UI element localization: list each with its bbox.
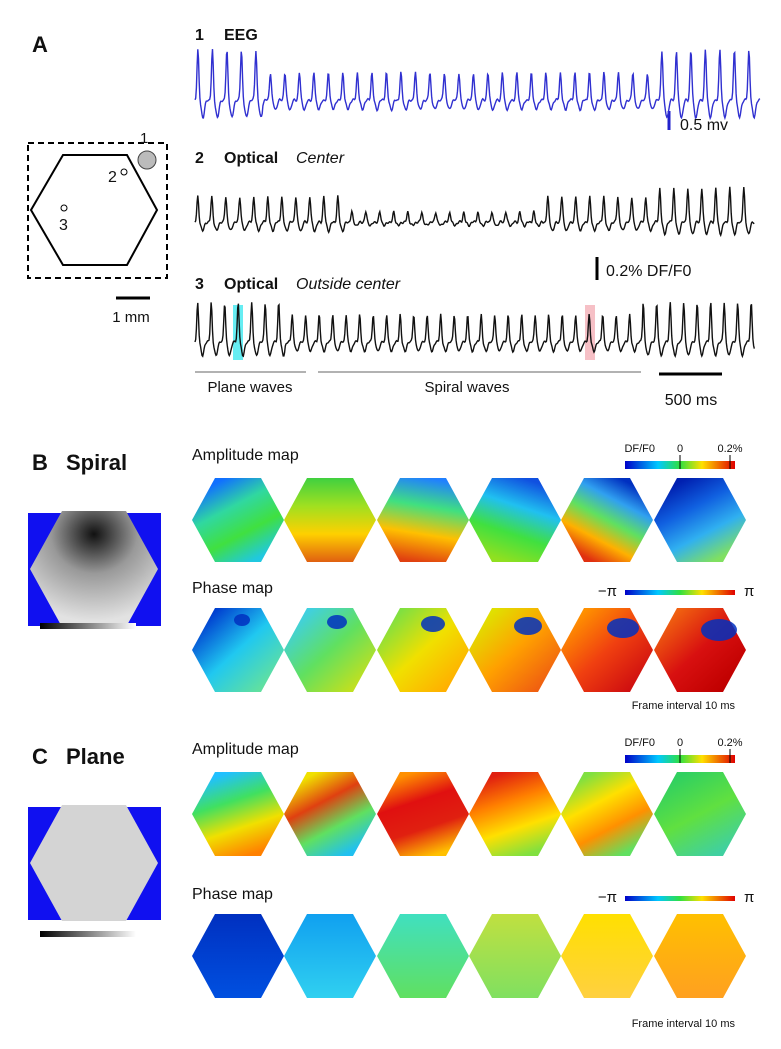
colorbar-label: 0.2%: [717, 443, 742, 455]
trace-title: Optical: [224, 276, 278, 293]
site-label: 1: [140, 130, 148, 147]
site: [120, 168, 128, 176]
scale-label: 1 mm: [112, 309, 150, 326]
site: [60, 204, 68, 212]
map: [192, 478, 284, 562]
phase-singularity: [327, 615, 347, 629]
phase-singularity: [607, 618, 639, 638]
map-title: Phase map: [192, 886, 273, 903]
note: Frame interval 10 ms: [632, 1018, 736, 1030]
panel-title: Plane: [66, 744, 125, 769]
map: [469, 478, 561, 562]
map: [654, 772, 746, 856]
map-title: Phase map: [192, 580, 273, 597]
colorbar-label: DF/F0: [624, 737, 655, 749]
grayscale-bar: [40, 623, 136, 629]
colorbar-label: π: [744, 583, 754, 600]
map: [284, 608, 376, 692]
note: Frame interval 10 ms: [632, 700, 736, 712]
map: [469, 608, 561, 692]
trace: [194, 302, 755, 359]
trace-number: 2: [195, 150, 204, 167]
colorbar-label: −π: [598, 583, 617, 600]
colorbar-label: 0.2%: [717, 737, 742, 749]
map: [192, 772, 284, 856]
colorbar: [625, 896, 735, 901]
grayscale-bar: [40, 931, 136, 937]
map: [561, 608, 653, 692]
panel-label: B: [32, 450, 48, 475]
map: [284, 772, 376, 856]
segment-label: Plane waves: [207, 379, 292, 396]
phase-singularity: [514, 617, 542, 635]
site-label: 3: [59, 217, 68, 234]
phase-singularity: [234, 614, 250, 626]
map: [561, 478, 653, 562]
site-label: 2: [108, 169, 117, 186]
scale-label: 0.2% DF/F0: [606, 263, 691, 280]
map: [469, 914, 561, 998]
colorbar-label: π: [744, 889, 754, 906]
map: [377, 914, 469, 998]
colorbar: [625, 590, 735, 595]
map: [469, 772, 561, 856]
map: [561, 914, 653, 998]
trace-title: EEG: [224, 27, 258, 44]
map: [377, 478, 469, 562]
map: [192, 608, 284, 692]
trace-number: 3: [195, 276, 204, 293]
trace: [194, 49, 761, 121]
colorbar-label: 0: [677, 737, 683, 749]
colorbar-label: 0: [677, 443, 683, 455]
map: [284, 914, 376, 998]
panel-label: C: [32, 744, 48, 769]
map: [561, 772, 653, 856]
trace-subtitle: Outside center: [296, 276, 401, 293]
map: [654, 608, 746, 692]
baseline-hexagon: [30, 511, 158, 627]
trace: [194, 186, 755, 238]
map: [377, 608, 469, 692]
trace-number: 1: [195, 27, 204, 44]
map-title: Amplitude map: [192, 741, 299, 758]
highlight: [233, 305, 243, 360]
electrode: [137, 150, 157, 170]
panel-title: Spiral: [66, 450, 127, 475]
imaging-window: [27, 142, 168, 279]
panel-label: A: [32, 32, 48, 57]
map: [377, 772, 469, 856]
map: [654, 478, 746, 562]
map: [654, 914, 746, 998]
trace-title: Optical: [224, 150, 278, 167]
trace-subtitle: Center: [296, 150, 345, 167]
baseline-hexagon: [30, 805, 158, 921]
map-title: Amplitude map: [192, 447, 299, 464]
segment-label: Spiral waves: [424, 379, 509, 396]
phase-singularity: [701, 619, 737, 641]
colorbar-label: DF/F0: [624, 443, 655, 455]
map: [284, 478, 376, 562]
hexagon: [29, 154, 159, 266]
colorbar-label: −π: [598, 889, 617, 906]
map: [192, 914, 284, 998]
phase-singularity: [421, 616, 445, 632]
scale-label: 0.5 mv: [680, 117, 728, 134]
scale-label: 500 ms: [665, 392, 717, 409]
